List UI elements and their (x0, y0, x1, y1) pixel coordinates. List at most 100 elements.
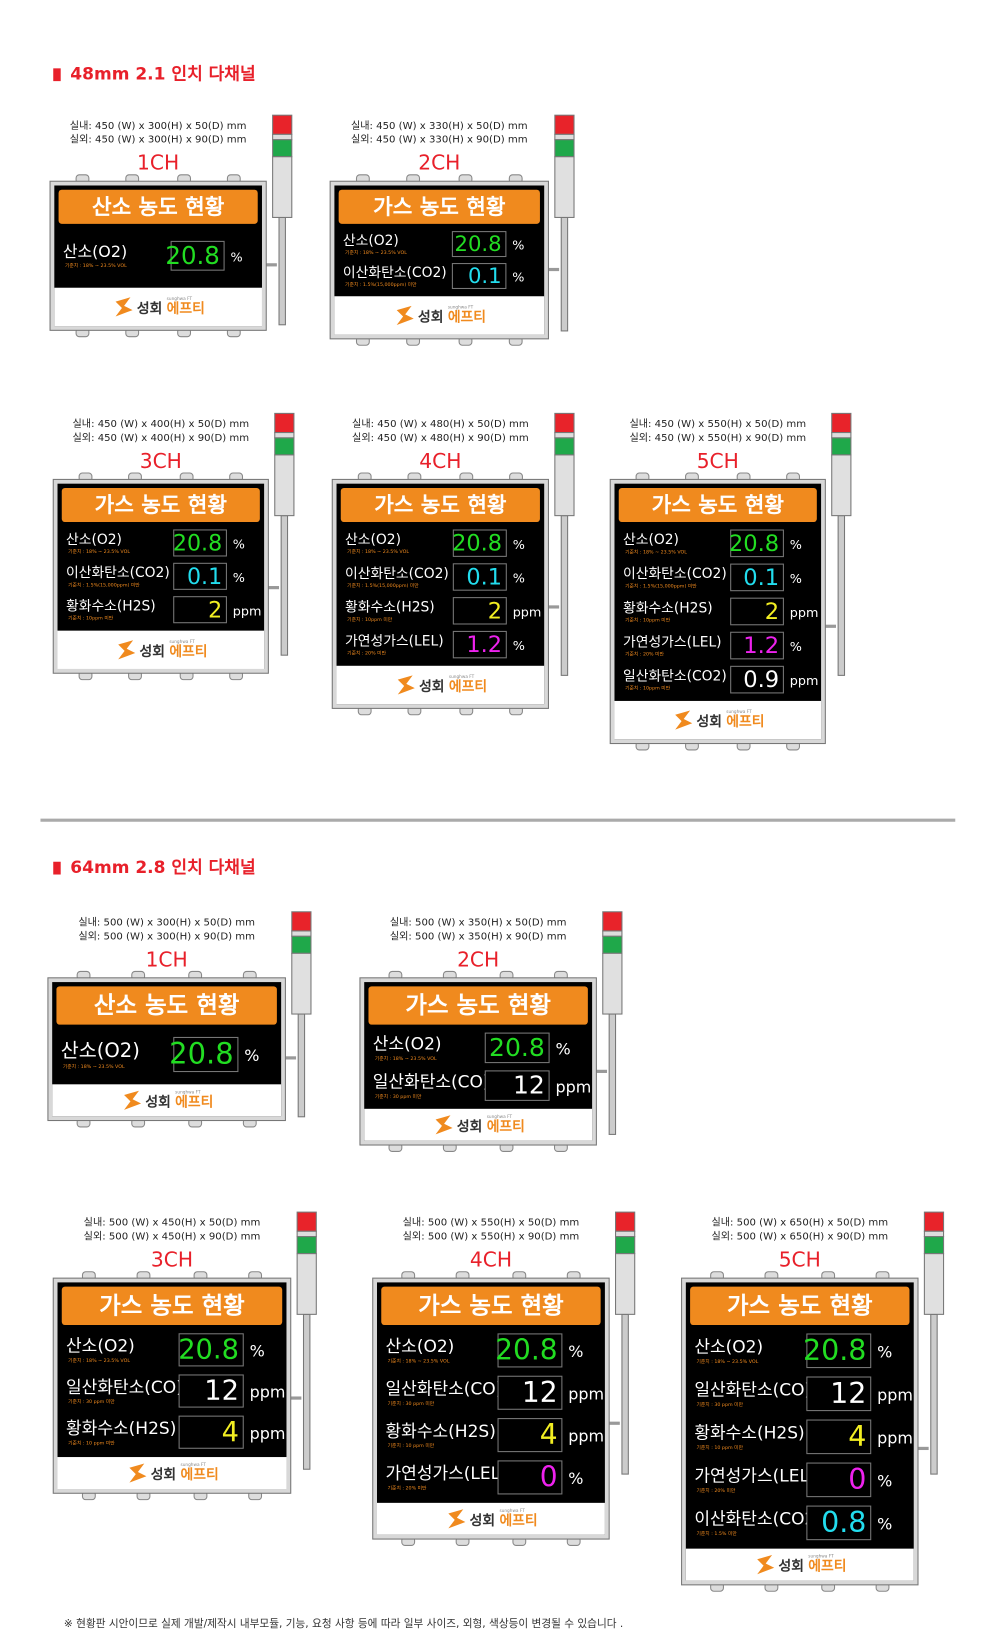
value-box (452, 630, 507, 659)
logo-main: 성회 (778, 1559, 803, 1575)
logo-main: 성회 (145, 1094, 170, 1110)
screen (614, 483, 822, 740)
light-red (274, 412, 295, 434)
gas-name: 가연성가스(LEL) (623, 634, 722, 650)
gas-value: 20.8 (173, 531, 222, 557)
gas-value: 12 (204, 1376, 239, 1407)
dimension-indoor: 실내: 500 (W) x 650(H) x 50(D) mm (711, 1217, 888, 1229)
logo-main: 성회 (419, 679, 444, 695)
value-box (452, 529, 507, 557)
pole (302, 1313, 311, 1470)
logo-mark (115, 297, 133, 317)
gas-value: 0.1 (187, 564, 222, 590)
value-box (484, 1070, 550, 1101)
logo-main: 성회 (140, 644, 165, 660)
gas-name: 황화수소(H2S) (66, 599, 156, 615)
logo-small: sunghwa FT (169, 639, 195, 645)
gas-value: 20.8 (803, 1334, 867, 1367)
value-box (806, 1505, 872, 1541)
gas-reference: 기준치 : 18% ~ 23.5% VOL (63, 1063, 125, 1070)
gas-value: 0.8 (821, 1506, 866, 1539)
gas-unit: % (568, 1469, 583, 1488)
gas-value: 0.1 (468, 263, 502, 288)
light-green (554, 139, 575, 158)
pole (560, 515, 569, 676)
pole (280, 515, 289, 656)
value-box (170, 240, 225, 271)
value-box (173, 1036, 239, 1073)
gas-reference: 기준치 : 10ppm 미만 (625, 616, 671, 623)
logo-bar (334, 296, 545, 335)
logo-accent: 에프티 (449, 679, 487, 695)
title-bar (690, 1286, 910, 1325)
dimension-outdoor: 실외: 500 (W) x 550(H) x 90(D) mm (403, 1231, 580, 1243)
value-box (497, 1333, 563, 1368)
pole (297, 1013, 306, 1118)
gas-unit: % (244, 1046, 259, 1065)
gas-name: 산소(O2) (345, 532, 401, 548)
logo-accent: 에프티 (181, 1467, 219, 1483)
value-box (730, 597, 784, 626)
logo-accent: 에프티 (499, 1513, 537, 1529)
light-red (554, 412, 575, 434)
section-title: 64mm 2.8 인치 다채널 (70, 858, 255, 878)
light-body (602, 952, 623, 1015)
gas-reference: 기준치 : 18% ~ 23.5% VOL (375, 1055, 437, 1062)
light-red (291, 911, 312, 932)
value-box (806, 1333, 872, 1369)
panel-title: 가스 농도 현황 (652, 493, 785, 518)
light-body (272, 156, 293, 218)
dimension-outdoor: 실외: 450 (W) x 480(H) x 90(D) mm (352, 432, 529, 444)
light-green (291, 935, 312, 954)
gas-unit: % (233, 538, 245, 553)
logo-accent: 에프티 (169, 644, 207, 660)
gas-value: 20.8 (178, 1334, 239, 1365)
value-box (178, 1415, 244, 1449)
title-bar (381, 1286, 601, 1325)
logo-small: sunghwa FT (487, 1114, 513, 1120)
gas-value: 1.2 (466, 632, 502, 658)
gas-name: 일산화탄소(CO) (694, 1381, 811, 1401)
dimension-outdoor: 실외: 500 (W) x 450(H) x 90(D) mm (84, 1231, 261, 1243)
gas-name: 산소(O2) (373, 1035, 442, 1055)
logo-main: 성회 (418, 310, 443, 326)
logo-bar (614, 700, 822, 740)
panel-title: 산소 농도 현황 (94, 991, 240, 1019)
gas-value: 20.8 (452, 531, 502, 557)
gas-name: 가연성가스(LEL) (694, 1467, 815, 1487)
logo-accent: 에프티 (808, 1559, 846, 1575)
light-body (923, 1253, 945, 1315)
light-red (272, 114, 293, 135)
gas-reference: 기준치 : 1.5%(15,000ppm) 미만 (347, 582, 419, 589)
gas-unit: ppm (250, 1383, 286, 1402)
light-body (554, 454, 575, 517)
light-green (296, 1236, 317, 1255)
gas-unit: % (513, 639, 525, 654)
gas-reference: 기준치 : 18% ~ 23.5% VOL (696, 1358, 758, 1365)
title-bar (61, 1286, 283, 1325)
gas-value: 0 (848, 1463, 866, 1496)
display-panel: 실내: 450 (W) x 550(H) x 50(D) mm 실외: 450 (… (609, 412, 852, 751)
logo-accent: 에프티 (167, 301, 205, 317)
light-sep (615, 1230, 636, 1238)
gas-unit: % (877, 1515, 892, 1534)
gas-reference: 기준치 : 30 ppm 미만 (696, 1401, 743, 1408)
logo-mark (118, 640, 136, 660)
channel-label: 4CH (470, 1248, 512, 1272)
pole (837, 515, 846, 676)
dimension-indoor: 실내: 500 (W) x 550(H) x 50(D) mm (403, 1217, 580, 1229)
light-red (831, 412, 852, 434)
logo-mark (757, 1555, 775, 1575)
gas-unit: ppm (877, 1385, 913, 1404)
value-box (173, 596, 227, 624)
logo-main: 성회 (151, 1467, 176, 1483)
gas-name: 산소(O2) (386, 1337, 455, 1357)
value-box (173, 562, 227, 590)
light-body (615, 1253, 636, 1315)
logo-small: sunghwa FT (448, 304, 474, 310)
value-box (730, 529, 784, 558)
value-box (452, 597, 507, 625)
channel-label: 3CH (140, 449, 182, 473)
gas-unit: % (790, 538, 802, 553)
